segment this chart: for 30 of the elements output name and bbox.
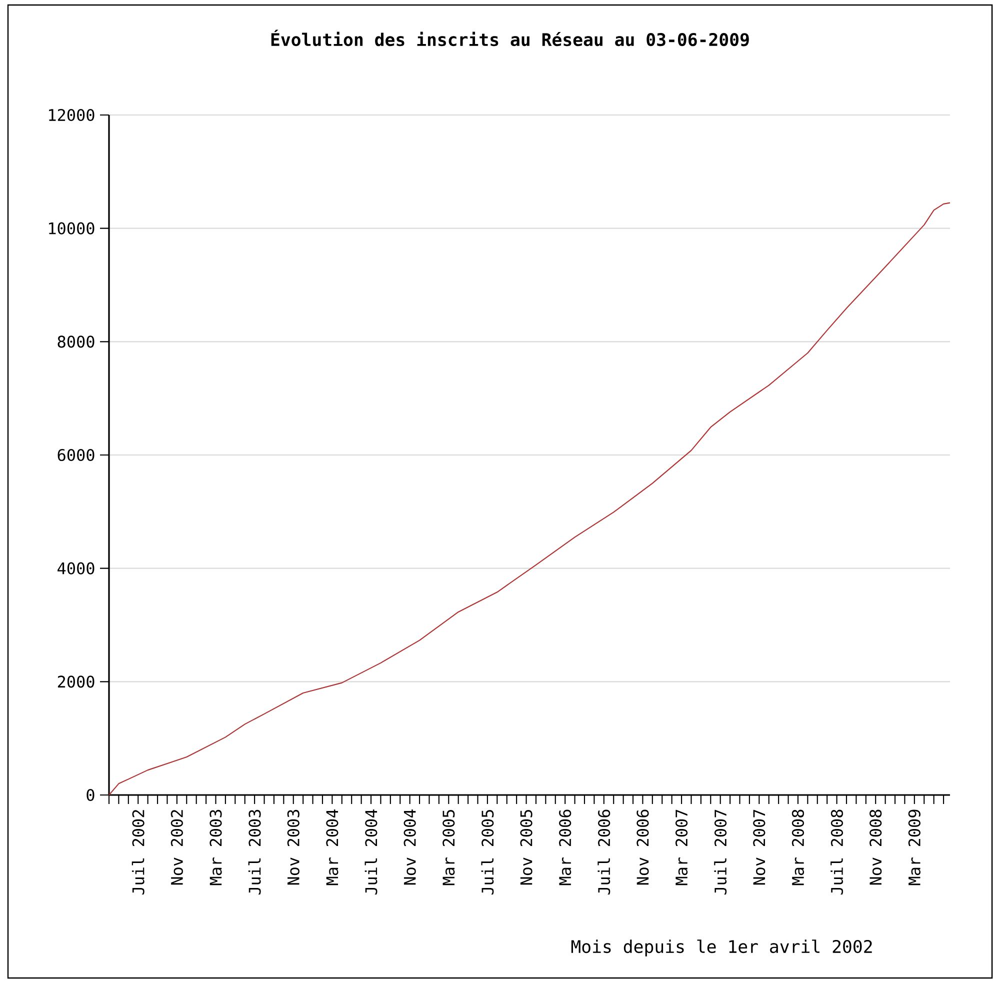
x-tick-label: Juil 2002	[132, 810, 144, 895]
x-tick-label: Mar 2004	[326, 809, 338, 886]
y-tick-label: 2000	[58, 676, 94, 688]
y-tick-label: 8000	[58, 336, 94, 348]
x-tick-label: Mar 2003	[210, 810, 222, 886]
x-tick-label: Nov 2007	[753, 810, 766, 885]
x-tick-label: Mar 2007	[675, 810, 688, 886]
x-tick-label: Nov 2008	[870, 810, 882, 885]
x-tick-label: Juil 2006	[598, 810, 610, 895]
x-tick-label: Juil 2005	[481, 810, 494, 895]
y-tick-label: 4000	[58, 562, 94, 574]
x-tick-label: Juil 2003	[248, 810, 261, 895]
x-tick-label: Nov 2006	[636, 810, 649, 885]
x-tick-label: Nov 2005	[520, 810, 532, 885]
x-tick-label: Mar 2006	[559, 810, 572, 886]
x-tick-label: Nov 2002	[170, 810, 183, 885]
y-tick-label: 0	[86, 788, 94, 802]
x-tick-label: Mar 2008	[792, 810, 804, 886]
chart-title: Évolution des inscrits au Réseau au 03-06-2009	[271, 30, 749, 46]
x-tick-label: Juil 2007	[714, 810, 727, 895]
x-tick-label: Nov 2004	[404, 809, 416, 885]
y-tick-label: 12000	[49, 108, 94, 122]
x-axis-title: Mois depuis le 1er avril 2002	[571, 940, 872, 956]
x-tick-label: Juil 2008	[830, 810, 844, 895]
x-tick-label: Nov 2003	[287, 810, 300, 885]
x-tick-label: Mar 2009	[908, 810, 920, 886]
x-tick-label: Mar 2005	[442, 810, 455, 886]
y-tick-label: 6000	[58, 448, 94, 462]
y-tick-label: 10000	[49, 222, 94, 234]
x-tick-label: Juil 2004	[364, 809, 378, 895]
